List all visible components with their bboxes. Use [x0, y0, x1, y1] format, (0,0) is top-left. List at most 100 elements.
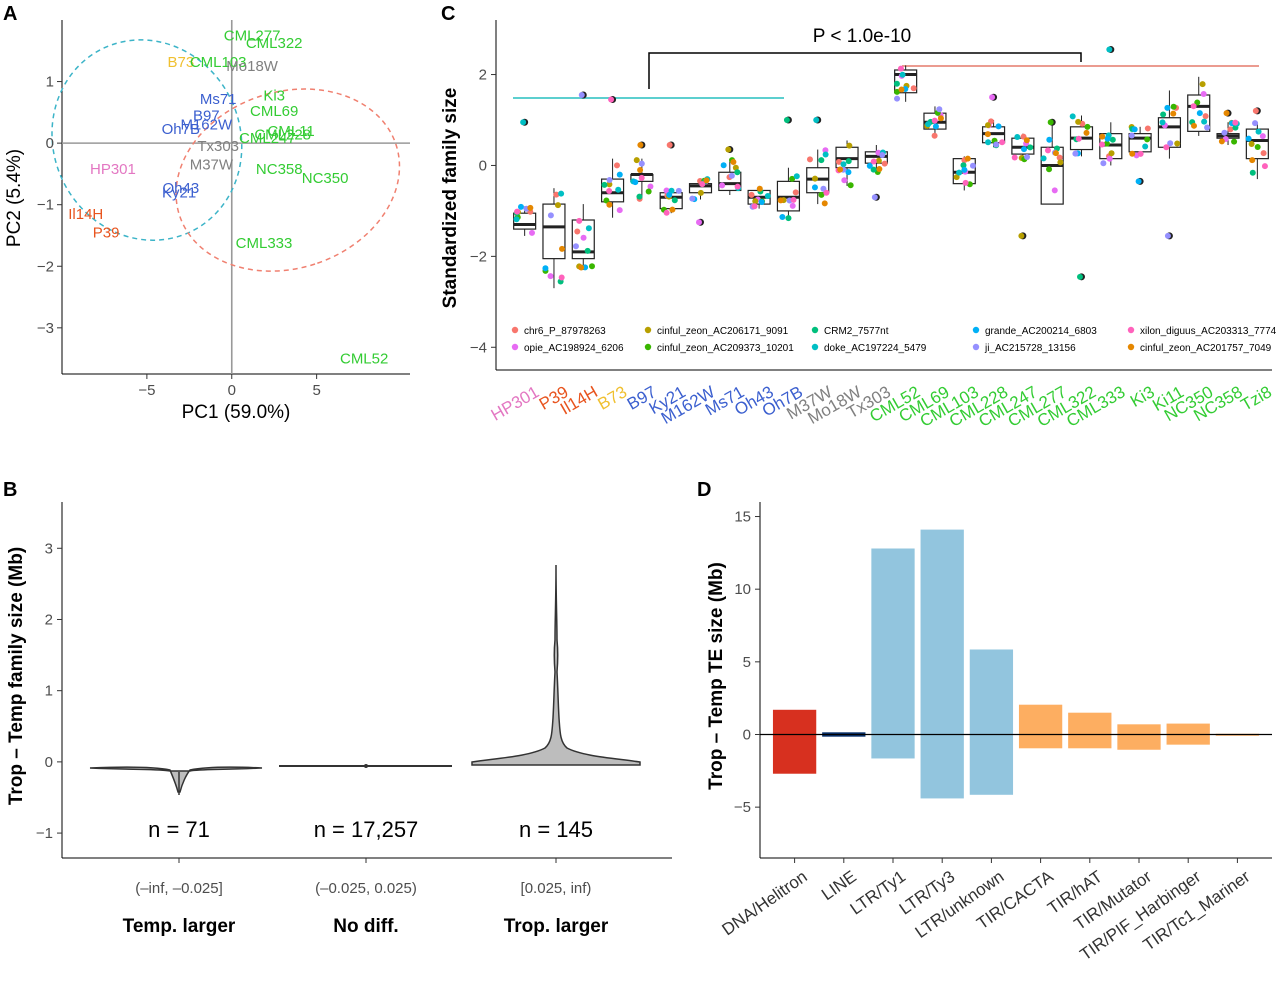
family-dot	[572, 243, 579, 250]
family-dot	[578, 264, 585, 271]
point-tx303: Tx303	[197, 138, 239, 155]
family-dot	[748, 191, 755, 198]
legend-swatch	[811, 343, 819, 351]
point-cml322: CML322	[246, 35, 303, 52]
panel-d: D −5 0 5 10 15 DNA/Helitron LINELTR/Ty1LTR/Ty…	[697, 479, 1272, 964]
family-dot	[1248, 140, 1255, 147]
family-dot	[1046, 166, 1053, 173]
family-dot	[632, 179, 639, 186]
legend-label: ji_AC215728_13156	[984, 343, 1076, 354]
family-dot	[936, 106, 943, 113]
bar-dna-helitron	[772, 709, 817, 774]
family-dot	[818, 157, 825, 164]
panel-c-significance: P < 1.0e-10	[513, 26, 1259, 99]
legend-label: cinful_zeon_AC206171_9091	[657, 326, 789, 337]
family-dot	[1232, 119, 1239, 126]
family-dot	[806, 156, 813, 163]
y-tick-label: 2	[45, 611, 53, 628]
x-tick-label: 5	[312, 382, 320, 399]
bar-ltr-unknown	[969, 649, 1014, 795]
bar-tir-mutator	[1117, 724, 1161, 750]
family-dot	[962, 179, 969, 186]
family-dot	[894, 88, 901, 95]
y-tick-label: −4	[470, 339, 487, 356]
panel-b-violins	[89, 564, 641, 795]
family-dot	[638, 174, 645, 181]
family-dot	[894, 95, 901, 102]
family-dot	[1163, 144, 1170, 151]
count-label: n = 17,257	[314, 817, 419, 842]
x-tick-label: −5	[138, 382, 155, 399]
family-dot	[728, 172, 735, 179]
family-dot	[1174, 140, 1181, 147]
family-dot	[956, 169, 963, 176]
family-dot	[513, 216, 520, 223]
outlier-family-dot	[783, 117, 790, 123]
point-ms71: Ms71	[200, 91, 237, 108]
family-dot	[898, 86, 905, 93]
family-dot	[876, 166, 883, 173]
family-dot	[1221, 129, 1228, 136]
family-dot	[669, 206, 676, 213]
family-dot	[1100, 160, 1107, 167]
family-dot	[789, 202, 796, 209]
outlier-family-dot	[696, 219, 702, 226]
legend-swatch	[644, 343, 652, 351]
panel-b-ticks: −1 0 1 2 3	[36, 540, 557, 863]
point-oh43: Oh43	[162, 180, 199, 197]
family-dot	[1227, 126, 1234, 133]
family-dot	[840, 161, 847, 168]
panel-a-y-label: PC2 (5.4%)	[4, 149, 25, 247]
x-label: LTR/Ty1	[847, 867, 909, 919]
family-dot	[953, 174, 960, 181]
point-cml247: CML247	[239, 130, 296, 147]
point-cml52: CML52	[340, 351, 388, 368]
family-dot	[666, 191, 673, 198]
family-dot	[1052, 150, 1059, 157]
family-dot	[1201, 118, 1208, 125]
outlier-family-dot	[637, 142, 644, 148]
family-dot	[793, 173, 800, 180]
family-dot	[514, 208, 521, 215]
family-dot	[689, 195, 696, 202]
panel-d-ticks: −5 0 5 10 15	[734, 509, 1238, 863]
family-dot	[792, 189, 799, 196]
point-cml103: CML103	[190, 54, 247, 71]
y-tick-label: 15	[734, 509, 751, 526]
y-tick-label: −2	[37, 258, 54, 275]
y-tick-label: 0	[46, 135, 54, 152]
family-dot	[606, 176, 613, 183]
panel-a-ticks: −5 0 5 −3 −2 −1 0 1	[37, 74, 321, 399]
family-dot	[1204, 124, 1211, 131]
y-tick-label: 0	[743, 726, 751, 743]
point-hp301: HP301	[90, 161, 136, 178]
family-dot	[897, 65, 904, 72]
point-b97: B97	[193, 107, 220, 124]
family-dot	[1072, 150, 1079, 157]
family-dot	[1199, 81, 1206, 88]
family-dot	[964, 155, 971, 162]
family-dot	[1202, 113, 1209, 120]
family-dot	[1083, 129, 1090, 136]
outlier-family-dot	[1135, 178, 1142, 185]
family-dot	[846, 142, 853, 149]
legend-swatch	[1127, 343, 1135, 351]
family-dot	[1051, 187, 1058, 194]
violin-temp-larger	[89, 766, 263, 793]
family-dot	[529, 229, 536, 236]
category-label: Trop. larger	[504, 916, 609, 937]
outlier-family-dot	[1223, 110, 1230, 117]
family-dot	[615, 186, 622, 193]
family-dot	[576, 217, 583, 224]
family-dot	[1144, 125, 1151, 132]
family-dot	[1255, 128, 1262, 135]
point-ky21: Ky21	[162, 184, 196, 201]
count-label: n = 71	[148, 817, 210, 842]
panel-c-y-label: Standardized family size	[440, 88, 461, 309]
family-dot	[730, 159, 737, 166]
family-dot	[1024, 153, 1031, 160]
outlier-family-dot	[520, 119, 527, 126]
violin-trop-larger	[471, 564, 641, 766]
panel-c-label: C	[441, 3, 455, 25]
